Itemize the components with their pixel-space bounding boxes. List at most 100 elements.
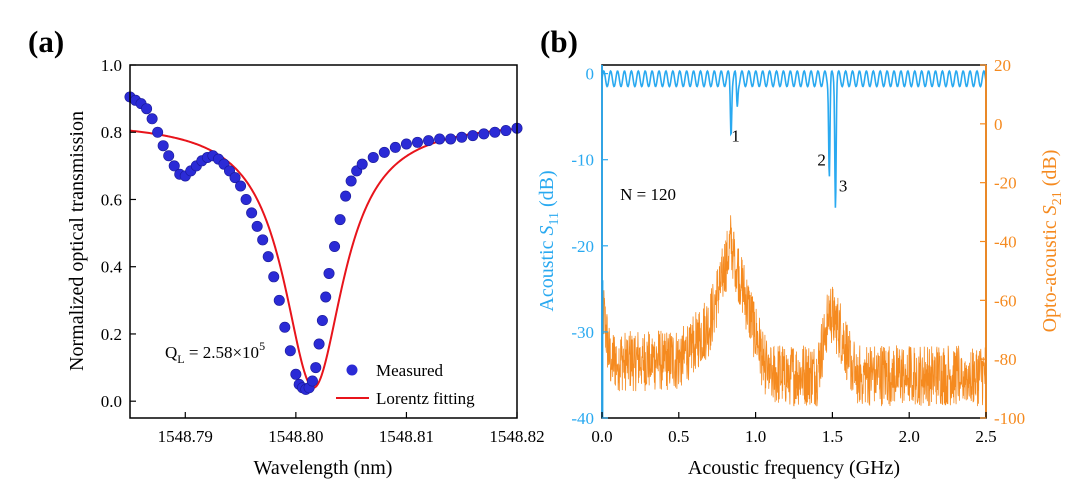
- measured-point: [489, 126, 501, 138]
- measured-point: [257, 234, 269, 246]
- y-left-tick-label: -10: [571, 151, 594, 170]
- measured-point: [340, 190, 352, 202]
- legend-fit-label: Lorentz fitting: [376, 389, 475, 408]
- y-tick-label: 0.6: [101, 190, 122, 209]
- x-tick-label: 2.5: [975, 427, 996, 446]
- measured-point: [273, 294, 285, 306]
- measured-point: [467, 130, 479, 142]
- measured-point: [478, 128, 490, 140]
- q-main: Q: [165, 343, 177, 362]
- measured-point: [152, 126, 164, 138]
- measured-point: [356, 158, 368, 170]
- y-tick-label: 1.0: [101, 56, 122, 75]
- measured-point: [313, 338, 325, 350]
- y-right-tick-label: 20: [994, 56, 1011, 75]
- q-rest: = 2.58×10: [185, 343, 259, 362]
- q-sup: 5: [259, 339, 265, 353]
- legend-measured-label: Measured: [376, 361, 444, 380]
- ylabel-left-main: Acoustic: [536, 236, 558, 312]
- panel-b-annotation: 1: [731, 127, 740, 146]
- measured-point: [389, 141, 401, 153]
- y-tick-label: 0.8: [101, 123, 122, 142]
- panel-a-ylabel: Normalized optical transmission: [66, 111, 88, 371]
- measured-point: [323, 267, 335, 279]
- ylabel-right-sub: 21: [1050, 191, 1065, 205]
- measured-point: [284, 345, 296, 357]
- ylabel-left-sub: 11: [547, 212, 562, 225]
- panel-a-xlabel: Wavelength (nm): [254, 457, 393, 479]
- y-right-tick-label: -40: [994, 233, 1017, 252]
- measured-point: [320, 291, 332, 303]
- measured-point: [310, 362, 322, 374]
- x-tick-label: 0.5: [668, 427, 689, 446]
- y-tick-label: 0.0: [101, 392, 122, 411]
- panel-b-ylabel-right: Opto-acoustic S21 (dB): [1039, 150, 1065, 333]
- panel-b-ylabel-left: Acoustic S11 (dB): [536, 170, 562, 311]
- panel-b-marks: [601, 69, 987, 418]
- measured-point: [378, 146, 390, 158]
- legend-measured-marker: [346, 364, 358, 376]
- measured-point: [229, 172, 241, 184]
- panel-a-frame: [129, 64, 518, 419]
- panel-a-ticks: 1548.79 1548.80 1548.81 1548.82 0.0 0.2 0.4 0.6…: [101, 56, 545, 446]
- y-left-tick-label: 0: [586, 65, 595, 84]
- measured-point: [146, 113, 158, 125]
- ylabel-left-italic: S: [536, 226, 558, 236]
- measured-point: [345, 175, 357, 187]
- measured-point: [500, 125, 512, 137]
- panel-a-chart: 1548.79 1548.80 1548.81 1548.82 0.0 0.2 0.4 0.6…: [66, 56, 545, 479]
- measured-point: [456, 131, 468, 143]
- panel-b-annotation: 2: [817, 151, 826, 170]
- measured-point: [290, 368, 302, 380]
- y-right-tick-label: -100: [994, 409, 1025, 428]
- measured-point: [434, 133, 446, 145]
- measured-point: [163, 150, 175, 162]
- q-sub: L: [177, 352, 184, 366]
- measured-point: [279, 321, 291, 333]
- x-tick-label: 1.5: [822, 427, 843, 446]
- y-tick-label: 0.4: [101, 258, 123, 277]
- measured-point: [251, 220, 263, 232]
- panel-a-label: (a): [28, 24, 64, 59]
- panel-b-ticks: 0.0 0.5 1.0 1.5 2.0 2.5 0 -10 -20 -30 -40 20 0 -20 -40…: [571, 56, 1025, 446]
- panel-a-marks: [124, 91, 523, 395]
- panel-b-annotation: 3: [839, 177, 848, 196]
- ylabel-right-main: Opto-acoustic: [1039, 215, 1061, 332]
- measured-point: [445, 133, 457, 145]
- measured-point: [268, 271, 280, 283]
- y-right-tick-label: -80: [994, 350, 1017, 369]
- measured-point: [235, 180, 247, 192]
- measured-point: [240, 193, 252, 205]
- measured-point: [141, 103, 153, 115]
- y-left-tick-label: -40: [571, 409, 594, 428]
- y-left-tick-label: -20: [571, 237, 594, 256]
- x-tick-label: 1.0: [745, 427, 766, 446]
- x-tick-label: 1548.81: [379, 427, 434, 446]
- panel-b-annotations: N = 120 1 23: [620, 127, 847, 205]
- x-tick-label: 0.0: [591, 427, 612, 446]
- s21-trace: [601, 215, 987, 418]
- measured-point: [411, 136, 423, 148]
- panel-b-xlabel: Acoustic frequency (GHz): [688, 457, 900, 479]
- y-right-tick-label: -60: [994, 291, 1017, 310]
- measured-point: [329, 241, 341, 253]
- y-left-tick-label: -30: [571, 323, 594, 342]
- measured-point: [400, 138, 412, 150]
- ylabel-left-rest: (dB): [536, 170, 558, 212]
- x-tick-label: 1548.82: [489, 427, 544, 446]
- y-right-tick-label: 0: [994, 115, 1003, 134]
- x-tick-label: 2.0: [899, 427, 920, 446]
- x-tick-label: 1548.79: [158, 427, 213, 446]
- y-tick-label: 0.2: [101, 325, 122, 344]
- panel-b-annotation: N = 120: [620, 185, 676, 204]
- measured-point: [334, 214, 346, 226]
- ylabel-right-italic: S: [1039, 205, 1061, 215]
- measured-point: [423, 135, 435, 147]
- x-tick-label: 1548.80: [268, 427, 323, 446]
- y-right-tick-label: -20: [994, 174, 1017, 193]
- measured-point: [262, 251, 274, 263]
- measured-point: [157, 140, 169, 152]
- measured-point: [168, 160, 180, 172]
- ylabel-right-rest: (dB): [1039, 150, 1061, 192]
